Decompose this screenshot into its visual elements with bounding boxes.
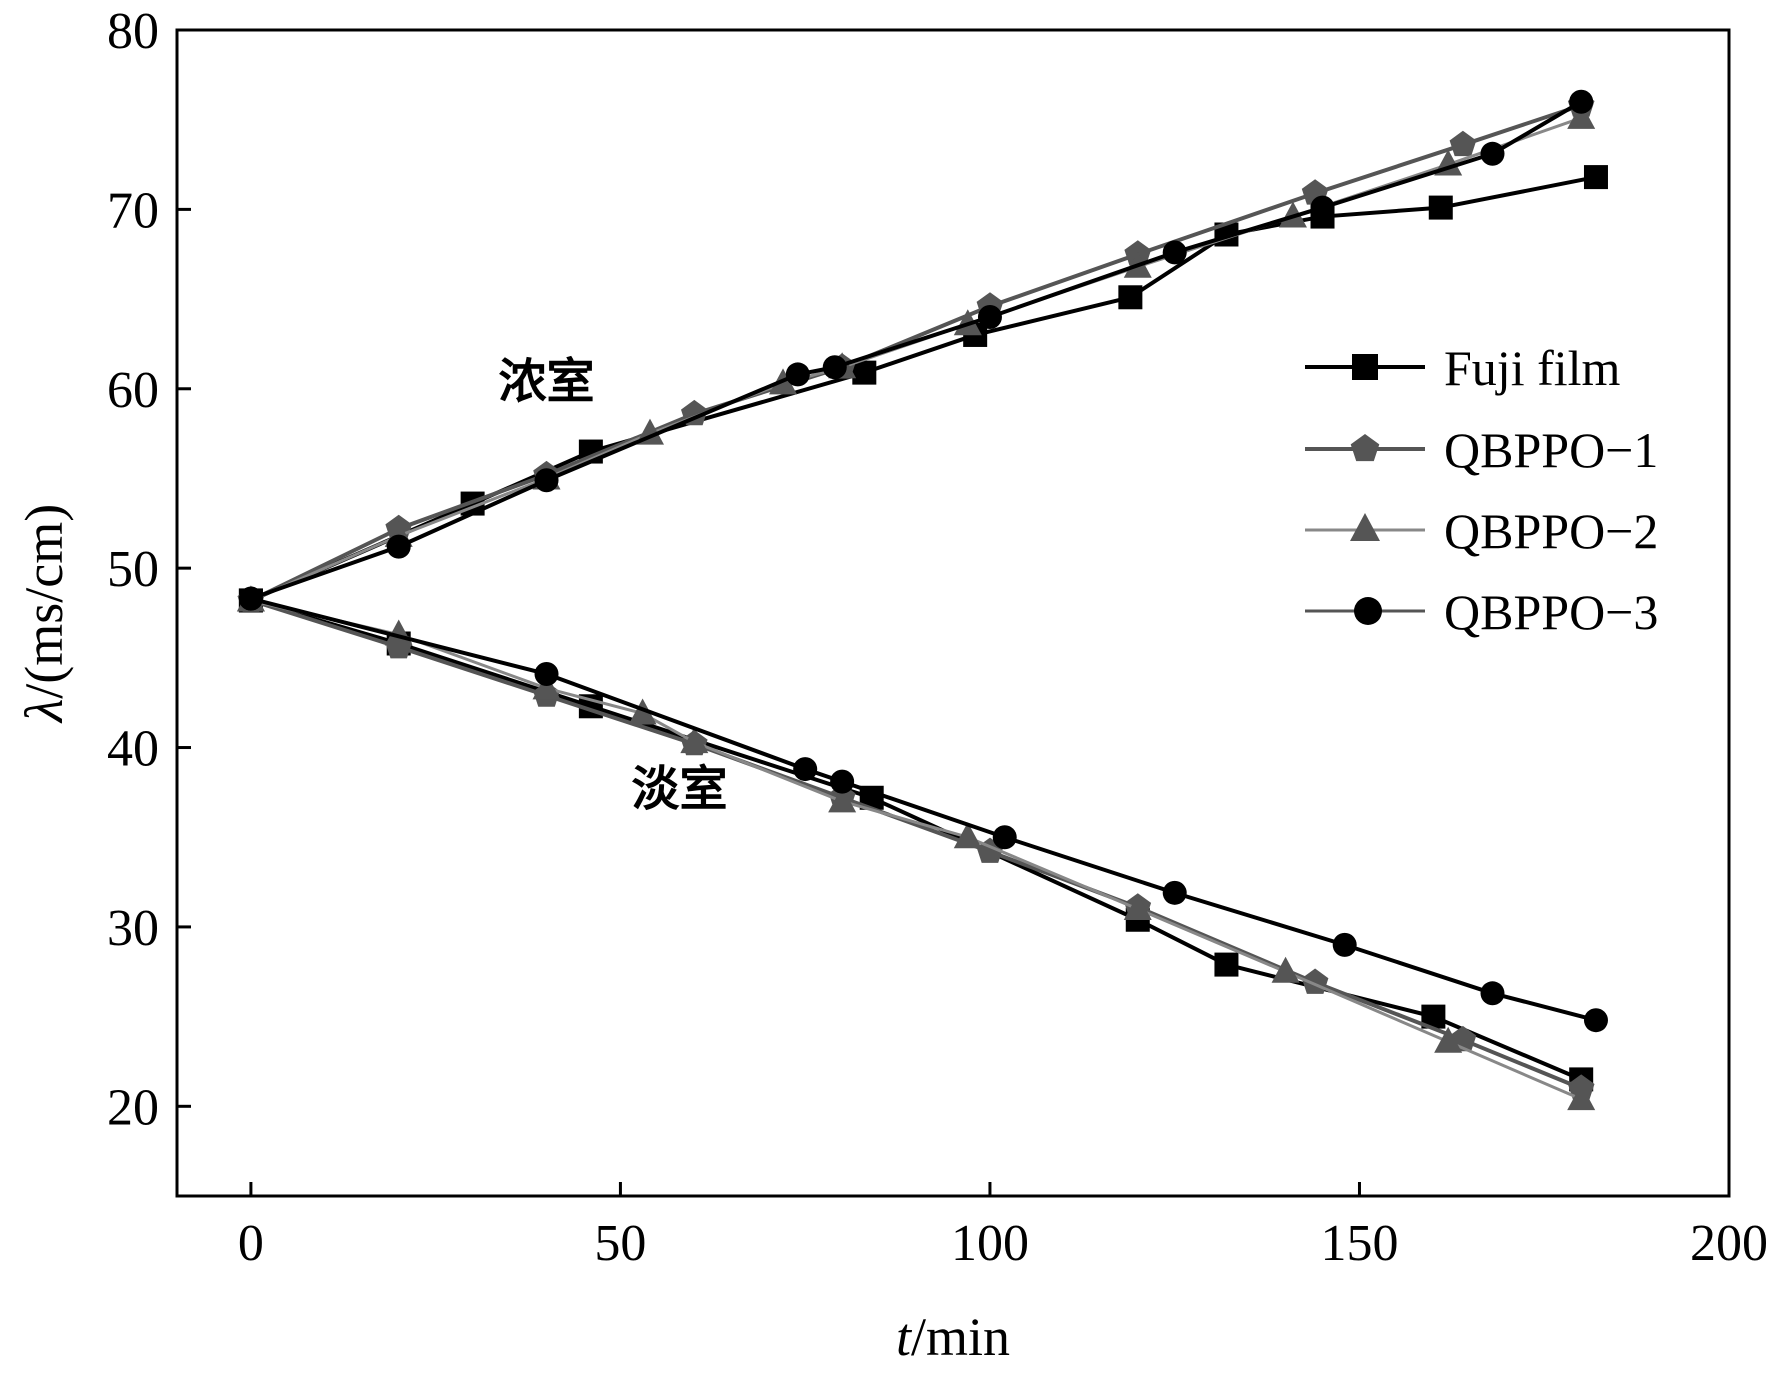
series-layer — [236, 89, 1608, 1111]
series-line — [250, 175, 1597, 603]
x-tick-label: 200 — [1690, 1215, 1768, 1272]
data-point-circle — [785, 362, 810, 387]
data-point-circle — [1332, 932, 1357, 957]
series-line — [250, 598, 1582, 1091]
legend-label-qbppo-2: QBPPO−2 — [1444, 503, 1658, 559]
series-qbppo-1 — [237, 91, 1595, 1100]
data-point-circle — [386, 534, 411, 559]
x-tick-label: 150 — [1320, 1215, 1398, 1272]
data-point-square — [852, 360, 877, 385]
data-point-triangle — [953, 822, 982, 849]
y-tick-label: 80 — [107, 3, 159, 60]
data-point-circle — [1569, 89, 1594, 114]
data-point-circle — [1480, 141, 1505, 166]
legend-marker-square — [1352, 354, 1378, 380]
legend-entry-fuji-film: Fuji film — [1305, 340, 1621, 396]
series-fuji-film — [238, 165, 1608, 1092]
legend-entry-qbppo-3: QBPPO−3 — [1305, 584, 1658, 640]
y-tick-label: 40 — [107, 721, 159, 778]
x-tick-label: 0 — [238, 1215, 264, 1272]
data-point-circle — [822, 355, 847, 380]
data-point-triangle — [1567, 102, 1596, 129]
legend: Fuji film QBPPO−1 QBPPO−2 QBPPO−3 — [1305, 340, 1658, 640]
data-point-circle — [1310, 195, 1335, 220]
y-tick-label: 50 — [107, 541, 159, 598]
annotation-concentrate-chamber: 浓室 — [499, 354, 595, 410]
data-point-circle — [534, 661, 559, 686]
legend-entry-qbppo-2: QBPPO−2 — [1305, 503, 1658, 559]
data-point-circle — [977, 305, 1002, 330]
data-point-square — [1118, 285, 1143, 310]
y-tick-label: 20 — [107, 1079, 159, 1136]
data-point-triangle — [1123, 893, 1152, 920]
series-qbppo-3 — [238, 89, 1608, 1033]
data-point-triangle — [828, 786, 857, 813]
data-point-triangle — [1567, 1084, 1596, 1111]
data-point-triangle — [532, 673, 561, 700]
legend-entry-qbppo-1: QBPPO−1 — [1305, 422, 1658, 478]
data-point-triangle — [1271, 956, 1300, 983]
data-point-circle — [1480, 981, 1505, 1006]
series-line — [250, 100, 1583, 601]
legend-label-qbppo-3: QBPPO−3 — [1444, 584, 1658, 640]
data-point-circle — [793, 757, 818, 782]
legend-label-qbppo-1: QBPPO−1 — [1444, 422, 1658, 478]
data-point-circle — [534, 468, 559, 493]
axis-ticks: 0 50 100 150 200 20 30 40 50 60 70 80 — [107, 3, 1768, 1272]
legend-marker-pentagon — [1350, 434, 1380, 462]
series-line — [250, 598, 1582, 1101]
data-point-circle — [1162, 240, 1187, 265]
data-point-triangle — [1434, 1026, 1463, 1053]
data-point-circle — [1583, 1008, 1608, 1033]
data-point-square — [1428, 195, 1453, 220]
series-qbppo-2 — [236, 102, 1596, 1111]
legend-marker-circle — [1354, 597, 1382, 625]
y-tick-label: 70 — [107, 182, 159, 239]
data-point-circle — [238, 586, 263, 611]
x-tick-label: 100 — [951, 1215, 1029, 1272]
x-tick-label: 50 — [594, 1215, 646, 1272]
y-tick-label: 60 — [107, 362, 159, 419]
legend-label-fuji-film: Fuji film — [1444, 340, 1621, 396]
y-tick-label: 30 — [107, 900, 159, 957]
legend-marker-triangle — [1350, 513, 1380, 541]
series-line — [250, 103, 1582, 603]
y-axis-title: λ/(ms/cm) — [14, 504, 74, 724]
data-point-circle — [992, 825, 1017, 850]
annotation-dilute-chamber: 淡室 — [632, 761, 728, 817]
x-axis-title: t/min — [896, 1307, 1010, 1367]
data-point-circle — [1162, 880, 1187, 905]
data-point-triangle — [680, 727, 709, 754]
data-point-circle — [830, 769, 855, 794]
plot-frame — [175, 28, 1731, 1198]
data-point-pentagon — [1449, 130, 1477, 157]
data-point-triangle — [628, 698, 657, 725]
data-point-square — [1214, 952, 1239, 977]
data-point-square — [1583, 165, 1608, 190]
